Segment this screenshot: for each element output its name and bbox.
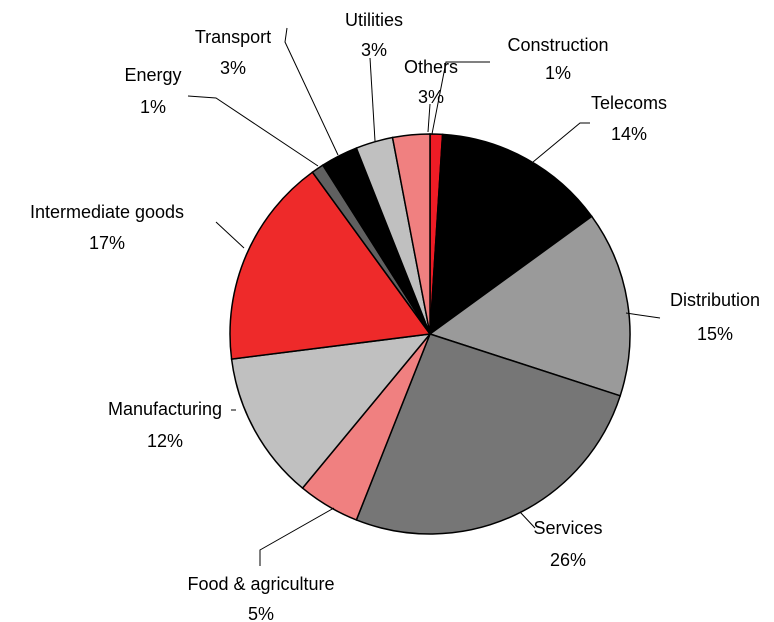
- value-transport: 3%: [220, 58, 246, 78]
- slice-telecoms: [429, 133, 593, 336]
- leader-telecoms: [532, 122, 590, 163]
- leader-food-agriculture: [259, 507, 335, 566]
- slice-others: [391, 133, 431, 335]
- pie-slices: [229, 133, 631, 535]
- value-utilities: 3%: [361, 40, 387, 60]
- leader-transport: [284, 27, 339, 156]
- value-food-agriculture: 5%: [248, 604, 274, 622]
- label-intermediate-goods: Intermediate goods: [30, 202, 184, 222]
- value-energy: 1%: [140, 97, 166, 117]
- label-manufacturing: Manufacturing: [108, 399, 222, 419]
- value-telecoms: 14%: [611, 124, 647, 144]
- value-services: 26%: [550, 550, 586, 570]
- leader-distribution: [625, 312, 661, 319]
- value-others: 3%: [418, 87, 444, 107]
- slice-labels: Construction 1% Telecoms 14% Distribution 15%…: [30, 10, 760, 622]
- slice-intermediate-goods: [229, 171, 432, 360]
- label-others: Others: [404, 57, 458, 77]
- leader-utilities: [369, 57, 376, 142]
- leader-construction: [431, 61, 490, 135]
- slice-services: [355, 333, 622, 535]
- value-distribution: 15%: [697, 324, 733, 344]
- label-telecoms: Telecoms: [591, 93, 667, 113]
- label-services: Services: [533, 518, 602, 538]
- label-food-agriculture: Food & agriculture: [187, 574, 334, 594]
- leader-intermediate-goods: [215, 221, 245, 249]
- value-intermediate-goods: 17%: [89, 233, 125, 253]
- value-construction: 1%: [545, 63, 571, 83]
- leader-lines: [187, 27, 661, 566]
- label-construction: Construction: [507, 35, 608, 55]
- leader-others: [427, 103, 431, 133]
- label-energy: Energy: [124, 65, 181, 85]
- slice-distribution: [428, 215, 631, 397]
- label-distribution: Distribution: [670, 290, 760, 310]
- label-utilities: Utilities: [345, 10, 403, 30]
- leader-energy: [187, 95, 319, 167]
- value-manufacturing: 12%: [147, 431, 183, 451]
- slice-manufacturing: [230, 333, 432, 490]
- label-transport: Transport: [195, 27, 271, 47]
- leader-services: [519, 511, 536, 529]
